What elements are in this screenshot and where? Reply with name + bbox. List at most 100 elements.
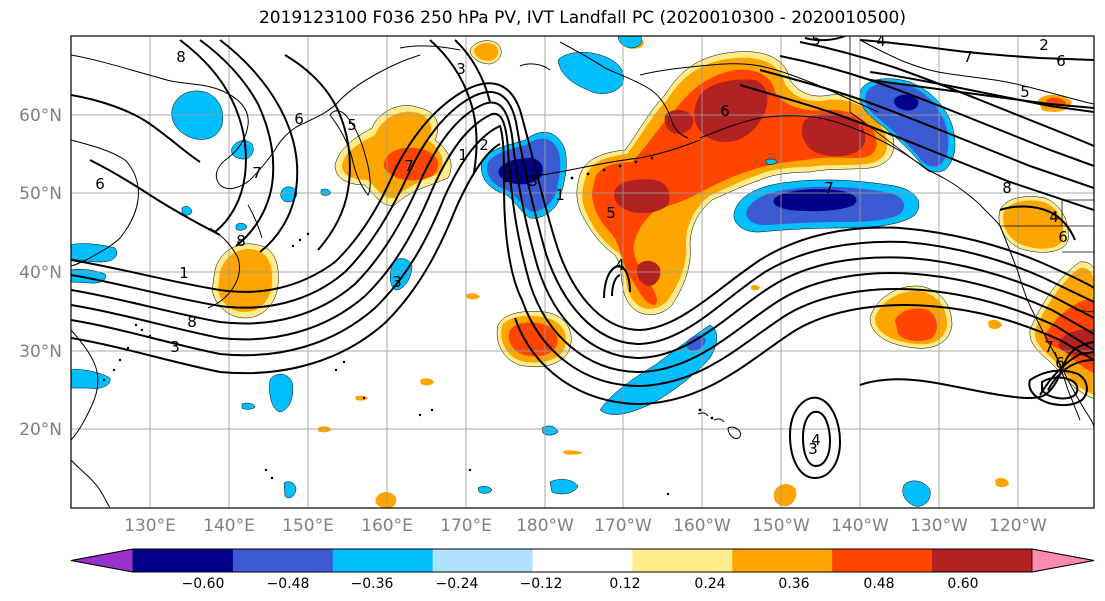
pos-anomaly	[773, 484, 797, 507]
colorbar-tick-label: −0.36	[351, 576, 394, 592]
pv-contour	[1041, 376, 1079, 400]
contour-label: 5	[811, 31, 821, 49]
colorbar-frame	[70, 548, 1095, 573]
map-title: 2019123100 F036 250 hPa PV, IVT Landfall…	[258, 8, 906, 28]
colorbar-tick-label: −0.60	[182, 576, 225, 592]
contour-label: 3	[392, 273, 402, 291]
colorbar-segment	[532, 549, 633, 572]
pv-contour	[71, 124, 1094, 388]
contour-label: 6	[294, 110, 304, 128]
neg-anomaly	[617, 36, 642, 49]
neg-anomaly	[902, 480, 931, 507]
neg-anomaly	[865, 82, 949, 167]
pv-contour	[611, 274, 621, 297]
neg-anomaly	[71, 369, 111, 389]
colorbar-tick-label: −0.24	[436, 576, 479, 592]
contour-label: 1	[555, 186, 565, 204]
lat-label: 60°N	[19, 106, 62, 126]
pv-contour	[999, 205, 1076, 241]
pv-contour	[179, 39, 247, 233]
pos-anomaly	[801, 113, 866, 157]
coastline-korea	[71, 139, 139, 267]
contour-label: 3	[528, 172, 538, 190]
pv-contour	[71, 112, 1094, 374]
contour-label: 8	[1002, 179, 1012, 197]
coastline-east-china	[71, 329, 99, 441]
pv-contour	[804, 36, 846, 42]
pos-anomaly	[474, 42, 499, 61]
pos-anomaly	[995, 477, 1009, 488]
lon-labels: 130°E 140°E 150°E 160°E 170°E 180°W 170°…	[124, 516, 1047, 536]
contour-label: 1	[179, 264, 189, 282]
pos-anomaly	[664, 109, 694, 135]
lat-labels: 60°N 50°N 40°N 30°N 20°N	[19, 106, 62, 440]
pv-contour	[1047, 359, 1094, 391]
neg-anomaly	[235, 223, 248, 231]
neg-anomaly	[549, 479, 579, 495]
contour-label: 6	[95, 175, 105, 193]
coastline-baja	[1054, 351, 1081, 421]
colorbar	[70, 548, 1095, 573]
coastline-gulf-alaska	[699, 115, 929, 171]
pv-contour	[739, 84, 1094, 211]
colorbar-tick-label: −0.12	[520, 576, 563, 592]
pv-contour	[801, 410, 832, 468]
neg-anomaly	[477, 486, 493, 494]
contour-label: 7	[824, 179, 834, 197]
neg-anomaly	[231, 140, 254, 160]
pos-anomaly	[1058, 329, 1094, 357]
pv-contours	[71, 36, 1094, 480]
pos-anomaly	[563, 450, 583, 455]
neg-anomaly	[557, 52, 624, 94]
colorbar-segment	[732, 549, 833, 572]
lon-label: 140°W	[831, 516, 889, 536]
colorbar-segment	[332, 549, 434, 572]
colorbar-extend-high	[1031, 548, 1095, 573]
pos-anomaly	[895, 308, 937, 342]
contour-label: 4	[876, 32, 886, 50]
lat-label: 20°N	[19, 420, 62, 440]
pv-contour	[71, 94, 201, 163]
pos-anomaly	[751, 284, 760, 291]
map-frame	[70, 35, 1095, 509]
contour-label: 4	[1049, 208, 1059, 226]
lon-label: 140°E	[203, 516, 255, 536]
colorbar-segment	[832, 549, 933, 572]
pv-contour	[603, 264, 631, 299]
neg-anomaly	[389, 258, 413, 291]
contour-label: 2	[1039, 36, 1049, 54]
coastlines	[71, 39, 1094, 508]
neg-anomaly	[894, 94, 919, 111]
contour-label: 4	[615, 256, 625, 274]
lon-label: 130°E	[124, 516, 176, 536]
lon-label: 170°W	[594, 516, 652, 536]
pv-contour	[454, 39, 491, 103]
lon-label: 150°W	[752, 516, 810, 536]
pv-contour	[788, 396, 842, 480]
neg-anomaly	[765, 158, 778, 165]
lon-label: 120°W	[989, 516, 1047, 536]
coastline-kamchatka	[329, 110, 371, 196]
coastline-asia	[71, 54, 421, 190]
coastline-canada-north	[859, 39, 1094, 105]
coastline-alaska-west	[559, 41, 689, 139]
lon-label: 160°W	[673, 516, 731, 536]
contour-label: 8	[176, 48, 186, 66]
coastline-japan	[207, 204, 263, 309]
coastline-bering-islands	[399, 45, 551, 71]
contour-label: 6	[1056, 52, 1066, 70]
lat-label: 40°N	[19, 263, 62, 283]
colorbar-segment	[432, 549, 534, 572]
pv-contour	[71, 82, 1094, 332]
contour-label: 3	[456, 60, 466, 78]
pos-anomaly	[694, 79, 768, 142]
pv-contour	[219, 39, 299, 253]
contour-label: 8	[187, 313, 197, 331]
contour-label: 8	[236, 232, 246, 250]
pv-contour	[284, 54, 351, 251]
lat-label: 30°N	[19, 342, 62, 362]
pv-contour	[759, 69, 1094, 189]
colorbar-segment	[632, 549, 733, 572]
pv-contour	[1028, 369, 1088, 406]
